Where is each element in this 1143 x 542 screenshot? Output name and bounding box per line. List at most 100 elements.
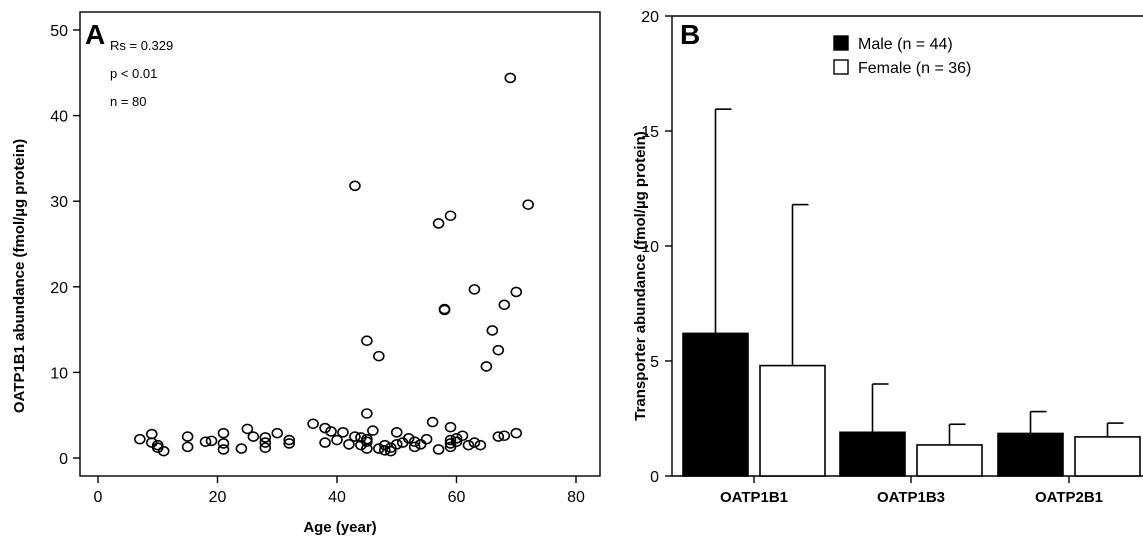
scatter-point bbox=[319, 422, 331, 434]
scatter-point bbox=[510, 427, 523, 439]
scatter-point bbox=[450, 436, 463, 448]
scatter-point bbox=[420, 433, 433, 445]
scatter-point bbox=[450, 433, 463, 444]
scatter-point bbox=[205, 435, 218, 447]
scatter-point bbox=[307, 418, 319, 430]
scatter-point bbox=[355, 439, 367, 451]
scatter-point bbox=[498, 299, 511, 311]
scatter-point bbox=[337, 427, 349, 438]
category-label-oatp2b1: OATP2B1 bbox=[1035, 489, 1103, 506]
scatter-point bbox=[217, 438, 230, 449]
panel-a-x-tick-label: 60 bbox=[448, 489, 466, 506]
scatter-point bbox=[468, 284, 481, 295]
scatter-point bbox=[349, 180, 361, 192]
scatter-point bbox=[444, 421, 457, 433]
panel-b-bar: B Transporter abundance (fmol/µg protein… bbox=[632, 9, 1143, 506]
scatter-point bbox=[486, 325, 499, 336]
panel-a-scatter: A Rs = 0.329 p < 0.01 n = 80 Age (year) … bbox=[11, 11, 601, 536]
scatter-point bbox=[468, 437, 481, 448]
scatter-point bbox=[283, 438, 296, 449]
scatter-point bbox=[408, 436, 421, 448]
scatter-point bbox=[361, 436, 373, 448]
scatter-point bbox=[361, 443, 373, 454]
panel-a-x-tick-label: 0 bbox=[94, 489, 103, 506]
scatter-point bbox=[510, 286, 523, 298]
scatter-point bbox=[373, 350, 385, 362]
scatter-point bbox=[349, 431, 361, 442]
legend-label-male: Male (n = 44) bbox=[858, 36, 953, 53]
scatter-point bbox=[361, 335, 373, 347]
panel-b-y-axis-title: Transporter abundance (fmol/µg protein) bbox=[632, 131, 649, 421]
scatter-point bbox=[199, 436, 212, 448]
scatter-point bbox=[181, 431, 194, 442]
scatter-point bbox=[259, 442, 272, 454]
bar-male-oatp1b3 bbox=[839, 431, 906, 477]
scatter-point bbox=[217, 444, 230, 455]
scatter-point bbox=[498, 430, 511, 442]
scatter-point bbox=[432, 444, 445, 455]
panel-a-axes: 0 20 40 60 80 0 10 20 30 40 50 bbox=[50, 11, 601, 506]
scatter-point bbox=[390, 439, 403, 450]
legend-swatch-female bbox=[833, 59, 849, 75]
panel-a-y-tick-label: 50 bbox=[50, 23, 68, 40]
bar-female-oatp1b1 bbox=[759, 364, 826, 477]
scatter-point bbox=[331, 434, 343, 446]
scatter-point bbox=[444, 210, 457, 222]
panel-a-x-tick-label: 20 bbox=[209, 489, 227, 506]
scatter-point bbox=[390, 427, 403, 438]
panel-a-x-tick-label: 40 bbox=[328, 489, 346, 506]
scatter-point bbox=[217, 427, 230, 439]
scatter-point bbox=[438, 303, 451, 315]
scatter-point bbox=[319, 437, 331, 448]
bar-male-oatp1b1 bbox=[682, 332, 749, 477]
panel-b-y-tick-label: 15 bbox=[641, 124, 659, 141]
scatter-point bbox=[367, 425, 379, 436]
panel-a-x-tick-label: 80 bbox=[567, 489, 585, 506]
scatter-point bbox=[408, 441, 421, 453]
scatter-point bbox=[504, 72, 517, 84]
scatter-point bbox=[456, 430, 469, 442]
bar-female-oatp1b3 bbox=[916, 444, 983, 477]
scatter-point bbox=[384, 445, 397, 457]
panel-b-legend: Male (n = 44) Female (n = 36) bbox=[833, 35, 971, 77]
scatter-point bbox=[271, 427, 284, 439]
scatter-point bbox=[145, 428, 158, 440]
panel-a-y-tick-label: 0 bbox=[59, 451, 68, 468]
scatter-point bbox=[444, 434, 457, 446]
scatter-point bbox=[181, 441, 194, 453]
scatter-point bbox=[480, 361, 493, 372]
scatter-point bbox=[522, 199, 535, 210]
category-label-oatp1b1: OATP1B1 bbox=[720, 489, 788, 506]
panel-b-y-tick-label: 10 bbox=[641, 239, 659, 256]
scatter-point bbox=[145, 437, 158, 448]
scatter-point bbox=[474, 439, 487, 451]
category-label-oatp1b3: OATP1B3 bbox=[877, 489, 945, 506]
scatter-point bbox=[373, 443, 385, 454]
panel-b-y-tick-label: 0 bbox=[650, 469, 659, 486]
scatter-point bbox=[343, 439, 355, 450]
panel-b-y-tick-label: 20 bbox=[641, 9, 659, 26]
scatter-point bbox=[432, 218, 445, 229]
scatter-point bbox=[235, 443, 248, 454]
scatter-point bbox=[492, 431, 505, 442]
panel-a-x-axis-title: Age (year) bbox=[303, 519, 376, 536]
panel-a-y-tick-label: 40 bbox=[50, 109, 68, 126]
scatter-point bbox=[241, 423, 254, 435]
panel-a-letter: A bbox=[85, 19, 105, 50]
scatter-point bbox=[151, 442, 164, 454]
scatter-point bbox=[283, 434, 296, 446]
panel-a-y-tick-label: 10 bbox=[50, 365, 68, 382]
panel-a-y-tick-label: 20 bbox=[50, 280, 68, 297]
panel-a-y-axis-title: OATP1B1 abundance (fmol/µg protein) bbox=[11, 139, 28, 413]
panel-a-points bbox=[134, 72, 535, 457]
scatter-point bbox=[378, 439, 391, 451]
panel-b-axes: 0 5 10 15 20 OATP1B1 OATP1B3 OATP2B1 bbox=[641, 9, 1143, 506]
panel-b-bars bbox=[682, 108, 1141, 477]
scatter-point bbox=[462, 439, 475, 451]
panel-a-y-tick-label: 30 bbox=[50, 194, 68, 211]
scatter-point bbox=[402, 433, 415, 444]
legend-swatch-male bbox=[833, 35, 849, 51]
stat-p: p < 0.01 bbox=[110, 66, 157, 81]
panel-a-plot-frame bbox=[79, 11, 601, 477]
